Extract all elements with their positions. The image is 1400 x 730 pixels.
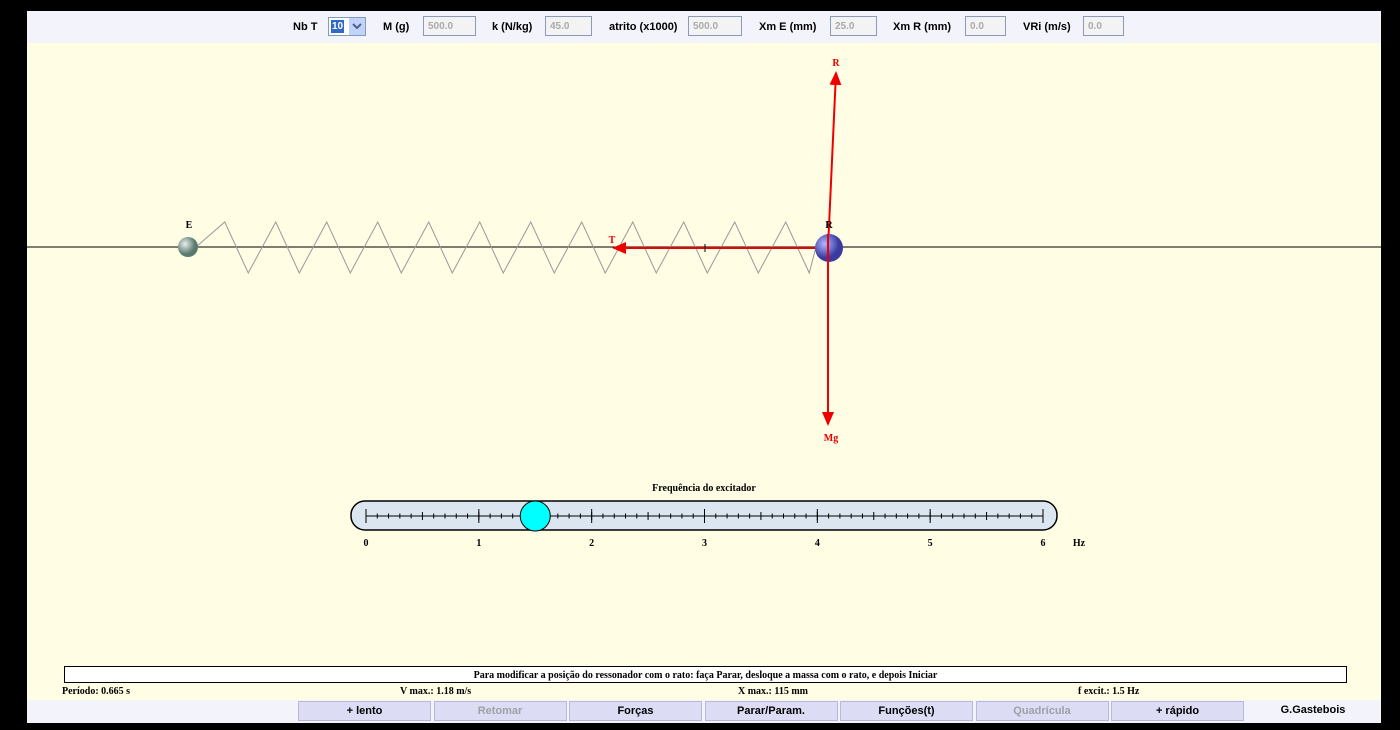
slider-tick-label: 3 [702, 538, 707, 549]
slider-tick-label: 5 [928, 538, 933, 549]
button[interactable]: Funções(t) [840, 701, 973, 721]
scene: E R R T Mg Frequência do excitador 0 1 2 3 4 5 6 Hz [27, 58, 1381, 549]
arrow-icon [352, 23, 362, 30]
field-label: M (g) [383, 21, 410, 33]
button[interactable]: Parar/Param. [704, 701, 838, 721]
text-input[interactable]: 0.0 [1083, 16, 1124, 36]
slider-title: Frequência do excitador [652, 483, 756, 494]
status-text: V max.: 1.18 m/s [400, 686, 472, 697]
button[interactable]: Forças [569, 701, 702, 721]
text-input[interactable]: 500.0 [688, 16, 742, 36]
button[interactable]: + rápido [1111, 701, 1244, 721]
text-input[interactable]: 45.0 [545, 16, 592, 36]
slider-tick-label: 1 [476, 538, 481, 549]
field-label: k (N/kg) [492, 21, 533, 33]
field-label: atrito (x1000) [609, 21, 678, 33]
slider-tick-label: 2 [589, 538, 594, 549]
select[interactable]: 10 [328, 17, 366, 36]
exciter-mass [178, 237, 198, 257]
field-label: Nb T [293, 21, 318, 33]
text-input[interactable]: 500.0 [423, 16, 476, 36]
weight-label: Mg [824, 433, 838, 444]
dropdown-arrow[interactable] [349, 18, 365, 35]
resonator-label: R [825, 220, 833, 231]
spring [195, 220, 817, 275]
button[interactable]: + lento [298, 701, 431, 721]
tension-label: T [609, 235, 616, 246]
button: Retomar [433, 701, 567, 721]
button: Quadrícula [975, 701, 1109, 721]
field-label: VRi (m/s) [1023, 21, 1071, 33]
status-text: f excit.: 1.5 Hz [1078, 686, 1140, 697]
text-input[interactable]: 25.0 [830, 16, 877, 36]
slider-knob[interactable] [519, 500, 551, 532]
slider-tick-label: 4 [815, 538, 820, 549]
applet: Nb T 10 M (g) 500.0 k (N/kg) 45.0 atrito (x100… [27, 11, 1381, 723]
exciter-label: E [186, 220, 193, 231]
field-label: Xm E (mm) [759, 21, 817, 33]
reaction-arrow [827, 71, 842, 249]
text-input[interactable]: 0.0 [965, 16, 1006, 36]
select-value: 10 [331, 20, 345, 33]
field-label: Xm R (mm) [893, 21, 952, 33]
slider-tick-label: 6 [1041, 538, 1046, 549]
slider-unit: Hz [1073, 538, 1086, 549]
toolbar: Nb T 10 M (g) 500.0 k (N/kg) 45.0 atrito (x100… [27, 11, 1381, 43]
author: G.Gastebois [1280, 704, 1346, 716]
slider-tick-label: 0 [364, 538, 369, 549]
status-text: X max.: 115 mm [738, 686, 808, 697]
button-bar: + lento Retomar Forças Parar/Param. Funções(… [27, 700, 1381, 723]
message: Para modificar a posição do ressonador c… [64, 666, 1347, 683]
reaction-label: R [832, 58, 840, 69]
status-text: Período: 0.665 s [62, 686, 131, 697]
